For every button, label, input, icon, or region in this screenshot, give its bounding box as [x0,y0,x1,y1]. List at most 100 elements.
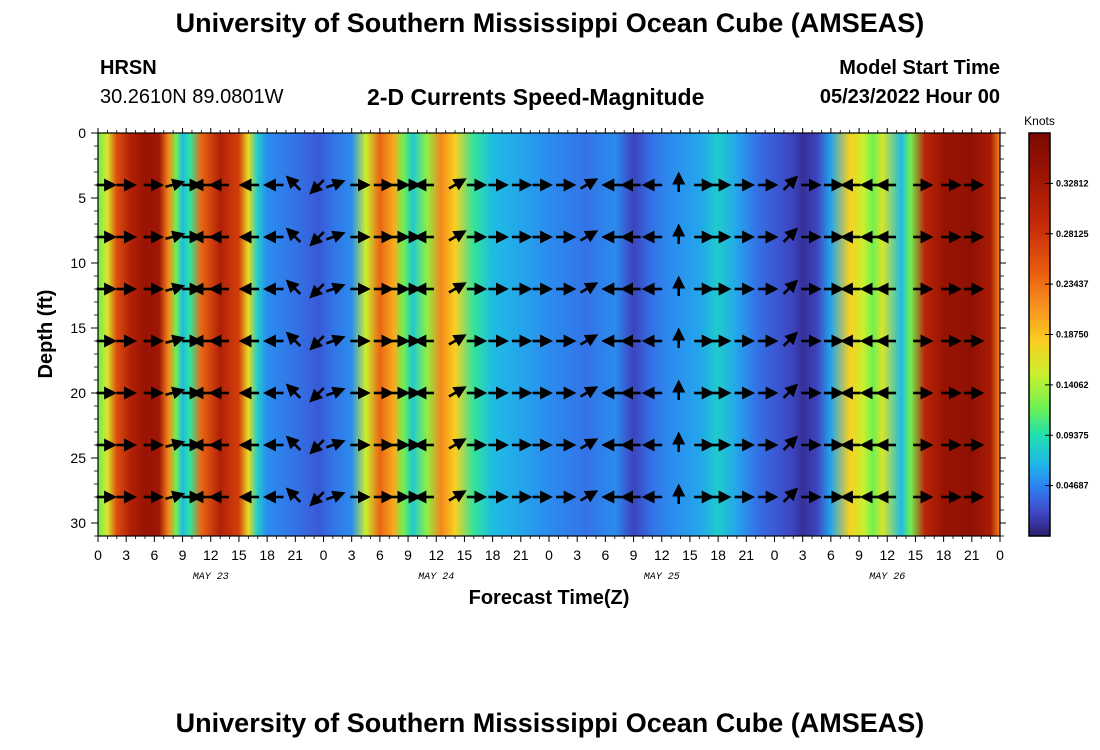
current-vector [165,178,186,192]
current-vector [285,175,302,191]
colorbar: Knots 0.32812 0.28125 0.23437 0.18750 0.14062… [1024,114,1089,537]
x-tick-label: 0 [996,547,1004,563]
x-tick-label: 12 [428,547,444,563]
current-vector [309,439,325,455]
current-vector [285,331,302,347]
current-vector [285,383,302,399]
y-axis-title: Depth (ft) [35,290,57,379]
day-label: MAY 26 [869,572,905,583]
x-tick-label: 21 [739,547,755,563]
current-vector [782,383,799,399]
current-vector [325,490,346,503]
y-tick-label: 30 [70,515,86,531]
chart-title: University of Southern Mississippi Ocean… [175,8,925,38]
chart-subtitle: 2-D Currents Speed-Magnitude [367,84,705,110]
current-vector [579,386,599,399]
current-vector [325,178,346,191]
x-tick-label: 12 [654,547,670,563]
x-tick-label: 18 [936,547,952,563]
x-tick-label: 0 [545,547,553,563]
x-tick-label: 15 [457,547,473,563]
current-vector [165,438,186,452]
current-vector [165,490,186,504]
colorbar-tick-label: 0.18750 [1056,330,1089,340]
current-vector [309,491,325,507]
x-tick-label: 15 [231,547,247,563]
x-tick-label: 18 [485,547,501,563]
current-vector [782,227,799,243]
current-vector [309,179,325,195]
current-vectors [96,171,985,507]
current-vector [448,490,467,503]
current-vector [782,435,799,451]
x-tick-label: 9 [855,547,863,563]
day-label: MAY 25 [644,572,680,583]
current-vector [325,386,346,399]
current-vector [325,230,346,243]
current-vector [579,178,599,191]
current-vector [579,282,599,295]
x-tick-label: 0 [94,547,102,563]
current-vector [325,282,346,295]
current-vector [309,335,325,351]
current-vector [782,279,799,295]
colorbar-tick-label: 0.23437 [1056,279,1089,289]
x-tick-label: 6 [601,547,609,563]
current-vector [448,178,467,191]
station-name: HRSN [100,57,157,79]
heatmap [98,133,1000,536]
current-vector [782,487,799,503]
current-vector [285,487,302,503]
current-vector [579,230,599,243]
colorbar-tick-label: 0.04687 [1056,481,1089,491]
current-vector [579,438,599,451]
y-axis: 0 5 10 15 20 25 30 [70,125,1006,537]
current-vector [165,282,186,296]
x-tick-label: 0 [771,547,779,563]
current-vector [309,231,325,247]
footer-title: University of Southern Mississippi Ocean… [175,708,925,738]
y-tick-label: 10 [70,255,86,271]
x-tick-label: 6 [376,547,384,563]
x-tick-label: 15 [908,547,924,563]
x-tick-label: 12 [203,547,219,563]
current-vector [309,387,325,403]
x-tick-label: 21 [288,547,304,563]
colorbar-tick-label: 0.09375 [1056,430,1089,440]
current-vector [325,334,346,347]
current-vector [579,490,599,503]
current-vector [782,331,799,347]
current-vector [448,438,467,451]
current-vector [448,386,467,399]
colorbar-title: Knots [1024,114,1055,128]
x-tick-label: 18 [259,547,275,563]
x-tick-label: 0 [320,547,328,563]
x-tick-label: 18 [710,547,726,563]
model-start-label: Model Start Time [839,57,1000,79]
model-start-value: 05/23/2022 Hour 00 [819,86,1000,108]
x-tick-label: 9 [179,547,187,563]
colorbar-tick-label: 0.28125 [1056,229,1089,239]
x-tick-label: 21 [513,547,529,563]
current-vector [782,175,799,191]
x-tick-label: 15 [682,547,698,563]
current-vector [309,283,325,299]
x-tick-label: 6 [150,547,158,563]
current-vector [579,334,599,347]
x-tick-label: 21 [964,547,980,563]
colorbar-tick-label: 0.14062 [1056,380,1089,390]
current-vector [165,230,186,244]
current-vector [448,334,467,347]
day-label: MAY 24 [418,572,454,583]
current-vector [165,334,186,348]
x-tick-label: 3 [122,547,130,563]
current-vector [285,227,302,243]
y-tick-label: 0 [78,125,86,141]
x-tick-label: 3 [573,547,581,563]
speed-field [98,133,1000,536]
x-tick-label: 3 [799,547,807,563]
x-axis-title: Forecast Time(Z) [469,587,630,609]
y-tick-label: 25 [70,450,86,466]
y-tick-label: 15 [70,320,86,336]
y-tick-label: 20 [70,385,86,401]
